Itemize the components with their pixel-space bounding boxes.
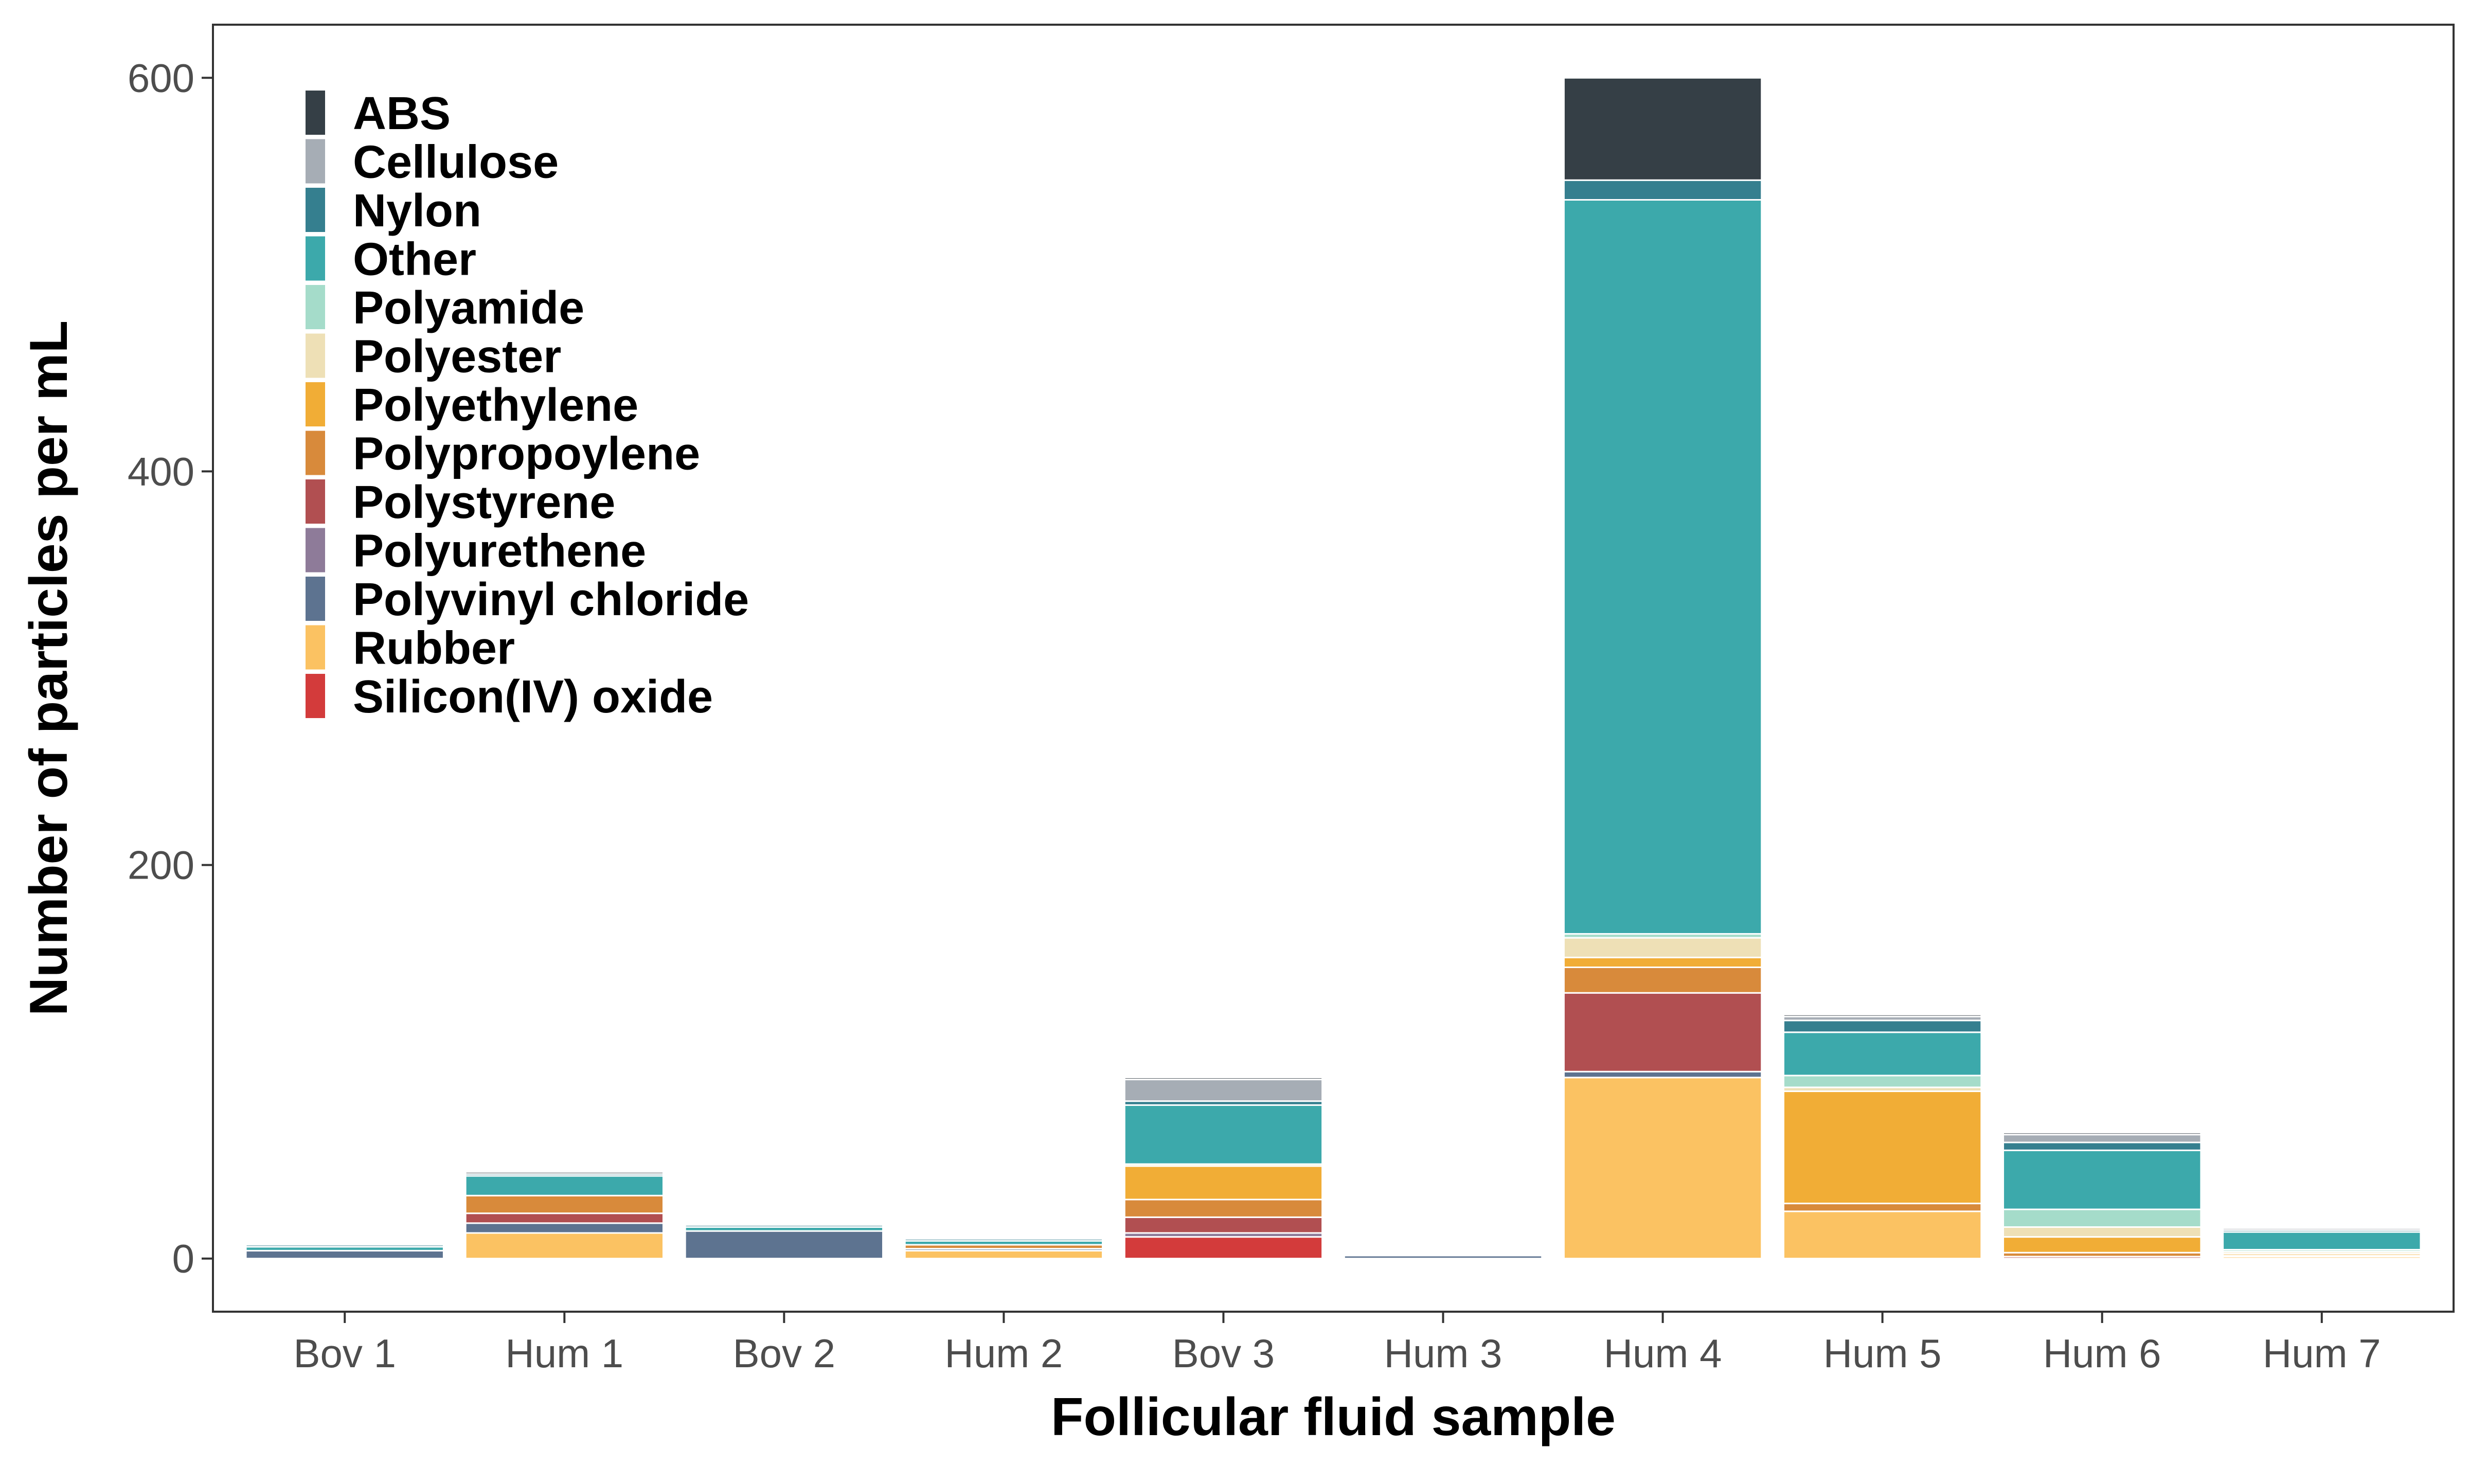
bar-segment-abs-bov-3 [1123,1077,1323,1081]
bar-segment-other-hum-6 [2002,1149,2202,1210]
x-axis-title: Follicular fluid sample [1051,1387,1616,1447]
legend-label-rubber: Rubber [353,623,515,674]
x-tick-label: Bov 1 [294,1331,396,1376]
legend-key-other [306,236,325,281]
y-axis: 0 200 400 600 [128,55,213,1281]
legend: ABSCelluloseNylonOtherPolyamidePolyester… [306,88,749,723]
bar-segment-abs-hum-5 [1782,1013,1982,1017]
bar-segment-abs-hum-4 [1563,77,1763,181]
legend-key-nylon [306,188,325,232]
bar-segment-polystyrene-bov-3 [1123,1216,1323,1234]
bar-segment-polypropoylene-hum-5 [1782,1203,1982,1212]
legend-label-polyurethene: Polyurethene [353,526,646,577]
legend-label-polystyrene: Polystyrene [353,477,615,528]
legend-key-polyamide [306,285,325,329]
bar-segment-polyvinyl-chloride-bov-1 [245,1249,444,1260]
legend-key-polyurethene [306,528,325,573]
bar-segment-rubber-hum-2 [904,1249,1104,1260]
x-tick-label: Hum 7 [2263,1331,2381,1376]
legend-key-polypropoylene [306,431,325,475]
bar-segment-abs-hum-6 [2002,1132,2202,1136]
legend-label-polyvinyl-chloride: Polyvinyl chloride [353,574,749,625]
bar-segment-polyvinyl-chloride-hum-1 [464,1222,664,1234]
bar-segment-rubber-hum-5 [1782,1210,1982,1260]
bar-segment-polystyrene-hum-4 [1563,992,1763,1072]
bar-segment-cellulose-hum-6 [2002,1134,2202,1143]
legend-key-polyethylene [306,382,325,426]
legend-key-polystyrene [306,479,325,524]
legend-label-abs: ABS [353,88,451,139]
bar-segment-polypropoylene-hum-1 [464,1194,664,1214]
x-tick-label: Bov 2 [733,1331,835,1376]
bar-segment-polyethylene-hum-6 [2002,1236,2202,1254]
x-tick-label: Hum 2 [945,1331,1063,1376]
bar-segment-abs-hum-1 [464,1171,664,1175]
bars-layer [245,77,2422,1260]
x-tick-label: Bov 3 [1172,1331,1275,1376]
x-tick-label: Hum 1 [505,1331,623,1376]
bar-segment-polypropoylene-bov-3 [1123,1199,1323,1218]
x-tick-label: Hum 6 [2043,1331,2161,1376]
legend-label-other: Other [353,234,476,285]
x-axis: Bov 1 Hum 1 Bov 2 Hum 2 Bov 3 Hum 3 Hum 4 Hum 5… [294,1312,2381,1376]
bar-segment-polyamide-hum-6 [2002,1208,2202,1228]
x-tick-label: Hum 5 [1823,1331,1942,1376]
legend-label-polyethylene: Polyethylene [353,380,638,431]
y-axis-title: Number of particles per mL [19,320,79,1016]
y-tick-label: 400 [128,449,194,494]
bar-segment-polyethylene-hum-5 [1782,1090,1982,1205]
bar-segment-nylon-hum-4 [1563,179,1763,201]
legend-key-abs [306,91,325,135]
legend-label-cellulose: Cellulose [353,137,559,188]
y-tick-label: 600 [128,55,194,100]
bar-segment-nylon-hum-5 [1782,1020,1982,1033]
bar-segment-rubber-hum-1 [464,1232,664,1260]
legend-key-polyester [306,333,325,378]
legend-key-cellulose [306,139,325,184]
x-tick-label: Hum 4 [1604,1331,1722,1376]
bar-segment-other-bov-3 [1123,1104,1323,1165]
legend-key-rubber [306,625,325,670]
x-tick-label: Hum 3 [1384,1331,1502,1376]
bar-segment-polyester-hum-6 [2002,1226,2202,1238]
bar-segment-other-hum-1 [464,1175,664,1196]
legend-key-polyvinyl-chloride [306,577,325,621]
bar-segment-silicon-iv-oxide-bov-3 [1123,1236,1323,1260]
bar-segment-nylon-hum-6 [2002,1141,2202,1151]
bar-segment-other-hum-5 [1782,1031,1982,1077]
legend-label-polyamide: Polyamide [353,282,584,334]
bar-segment-polyamide-hum-5 [1782,1075,1982,1088]
legend-label-polypropoylene: Polypropoylene [353,428,700,480]
bar-segment-other-hum-7 [2222,1231,2422,1250]
plot-panel-border [212,24,2455,1313]
bar-segment-polystyrene-hum-1 [464,1212,664,1224]
bar-segment-polyethylene-bov-3 [1123,1165,1323,1201]
y-tick-label: 200 [128,843,194,888]
legend-key-silicon-iv-oxide [306,674,325,718]
y-tick-label: 0 [172,1236,194,1281]
bar-segment-nylon-bov-1 [245,1244,444,1248]
bar-segment-polypropoylene-hum-4 [1563,967,1763,994]
bar-segment-polyvinyl-chloride-bov-2 [684,1230,884,1260]
bar-segment-polyethylene-hum-4 [1563,956,1763,969]
bar-segment-polyester-hum-4 [1563,937,1763,958]
bar-segment-nylon-bov-2 [684,1224,884,1228]
bar-segment-other-hum-4 [1563,199,1763,935]
bar-segment-abs-hum-7 [2222,1226,2422,1229]
bar-segment-nylon-hum-2 [904,1238,1104,1242]
bar-segment-polyvinyl-chloride-hum-4 [1563,1070,1763,1079]
bar-segment-cellulose-bov-3 [1123,1079,1323,1102]
bar-segment-rubber-hum-4 [1563,1077,1763,1260]
legend-label-nylon: Nylon [353,185,481,237]
bar-segment-polyvinyl-chloride-hum-3 [1343,1255,1543,1260]
legend-label-silicon-iv-oxide: Silicon(IV) oxide [353,671,713,723]
legend-label-polyester: Polyester [353,331,561,383]
